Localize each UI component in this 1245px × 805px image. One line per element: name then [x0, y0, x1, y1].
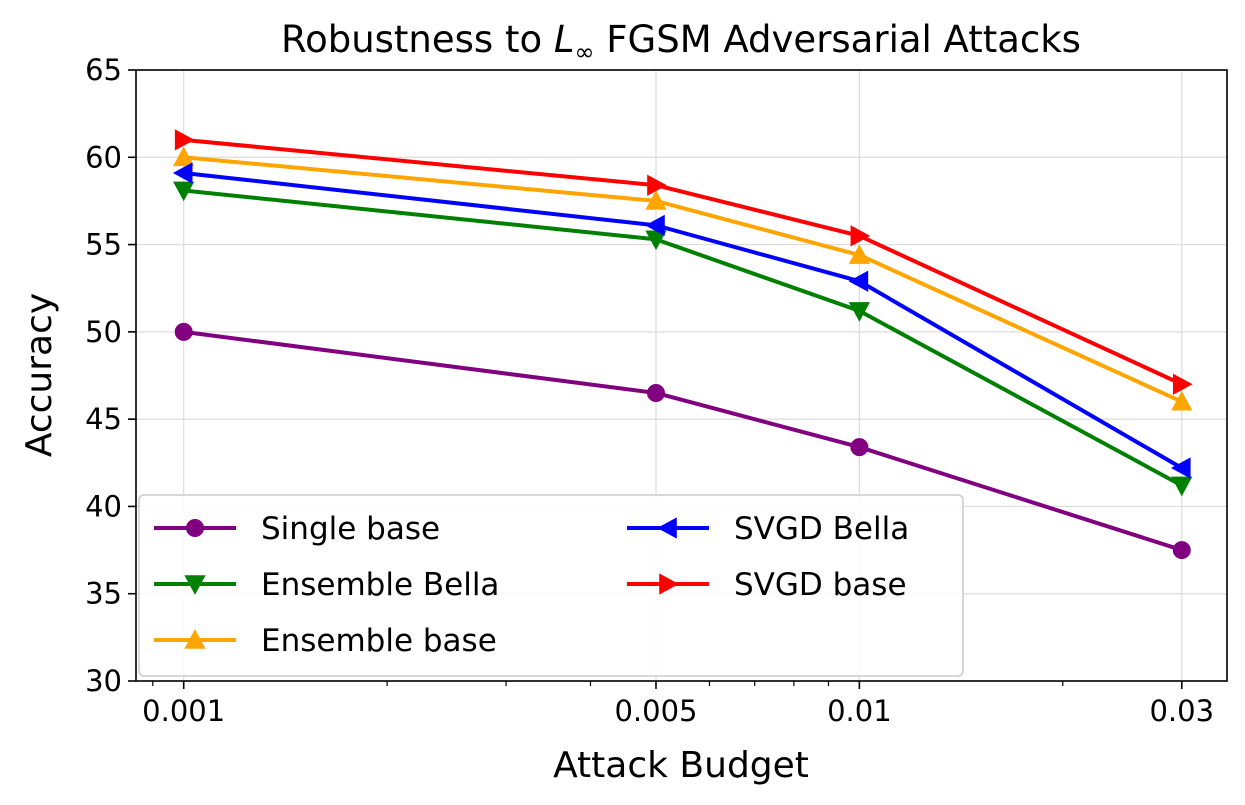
series-svgd-bella	[172, 162, 1191, 479]
legend-item-svgd-base: SVGD base	[627, 567, 907, 603]
y-tick-label: 60	[85, 140, 122, 174]
legend-marker-single-base	[186, 519, 204, 537]
x-tick-label: 0.01	[827, 694, 892, 728]
y-tick-label: 40	[85, 489, 122, 523]
y-tick-label: 55	[85, 228, 122, 262]
data-point-svgd-base	[850, 225, 871, 247]
x-tick-label: 0.001	[142, 694, 225, 728]
x-tick-label: 0.03	[1149, 694, 1214, 728]
data-point-svgd-base	[1172, 373, 1193, 395]
legend-label-ensemble-base: Ensemble base	[261, 623, 497, 659]
y-axis-label: Accuracy	[19, 293, 60, 457]
data-point-ensemble-bella	[173, 181, 195, 202]
legend-marker-svgd-bella	[657, 517, 677, 539]
y-tick-label: 50	[85, 315, 122, 349]
plot-frame	[135, 69, 1228, 682]
x-axis-label: Attack Budget	[553, 745, 809, 786]
ticks-layer: 30 35 40 45 50 55 60 65 0.001 0.005 0.01 0.03	[85, 53, 1214, 728]
legend-label-ensemble-bella: Ensemble Bella	[261, 567, 499, 603]
data-point-single-base	[646, 383, 665, 402]
y-tick-label: 30	[85, 664, 122, 698]
chart-title: Robustness to L∞ FGSM Adversarial Attack…	[281, 18, 1081, 66]
series-ensemble-base	[173, 146, 1193, 411]
legend-marker-ensemble-base	[184, 629, 206, 649]
legend-label-single-base: Single base	[261, 511, 440, 547]
data-point-ensemble-base	[645, 190, 667, 210]
series-line-single-base	[183, 329, 1183, 552]
y-tick-label: 35	[85, 577, 122, 611]
data-point-svgd-base	[647, 174, 667, 196]
legend-item-ensemble-bella: Ensemble Bella	[154, 567, 499, 603]
y-tick-label: 65	[85, 53, 122, 87]
legend-item-single-base: Single base	[154, 511, 440, 547]
data-point-svgd-bella	[645, 214, 665, 236]
legend-label-svgd-bella: SVGD Bella	[734, 511, 909, 547]
data-point-svgd-base	[174, 129, 195, 151]
data-point-ensemble-bella	[1171, 476, 1193, 497]
data-point-single-base	[174, 322, 193, 341]
legend: Single base Ensemble Bella Ensemble base SV…	[138, 494, 964, 677]
chart-title-prefix: Robustness to	[281, 18, 554, 61]
data-point-single-base	[850, 438, 869, 457]
legend-box	[138, 494, 964, 677]
y-tick-label: 45	[85, 402, 122, 436]
legend-marker-ensemble-bella	[184, 575, 206, 595]
series-line-svgd-bella	[183, 171, 1183, 470]
series-layer	[172, 129, 1193, 560]
legend-item-ensemble-base: Ensemble base	[154, 623, 497, 659]
data-point-svgd-bella	[1170, 457, 1191, 479]
series-line-ensemble-base	[183, 155, 1183, 404]
data-point-single-base	[1172, 541, 1191, 560]
data-point-ensemble-base	[1171, 390, 1193, 411]
data-point-svgd-bella	[172, 162, 193, 184]
legend-item-svgd-bella: SVGD Bella	[627, 511, 909, 547]
chart-title-subscript: ∞	[575, 38, 595, 66]
series-svgd-base	[174, 129, 1193, 395]
chart-title-math: L	[554, 18, 575, 61]
data-point-ensemble-base	[848, 244, 870, 264]
data-point-ensemble-base	[173, 146, 195, 167]
legend-label-svgd-base: SVGD base	[734, 567, 907, 603]
legend-marker-svgd-base	[659, 573, 679, 595]
series-line-svgd-base	[183, 137, 1183, 387]
minor-ticks	[152, 681, 1064, 686]
chart-title-suffix: FGSM Adversarial Attacks	[595, 18, 1081, 61]
series-single-base	[174, 322, 1191, 560]
data-point-ensemble-bella	[848, 302, 870, 322]
data-point-svgd-bella	[848, 270, 869, 292]
x-tick-label: 0.005	[614, 694, 697, 728]
series-ensemble-bella	[173, 181, 1193, 497]
series-line-ensemble-bella	[183, 188, 1183, 488]
